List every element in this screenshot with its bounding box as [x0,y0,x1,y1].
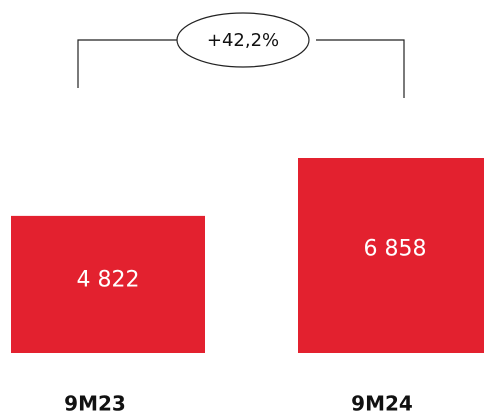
value-label-9m23: 4 822 [77,267,140,292]
growth-annotation-label: +42,2% [207,30,279,51]
bar-9m23 [11,215,205,353]
growth-annotation-ellipse [176,12,310,68]
value-label-9m24: 6 858 [364,237,427,262]
bar-9m24 [298,158,484,353]
category-label-9m23: 9M23 [64,392,126,415]
growth-bracket [77,39,405,98]
bars-group: 4 822 9M23 6 858 9M24 [11,158,484,415]
category-label-9m24: 9M24 [351,392,413,415]
